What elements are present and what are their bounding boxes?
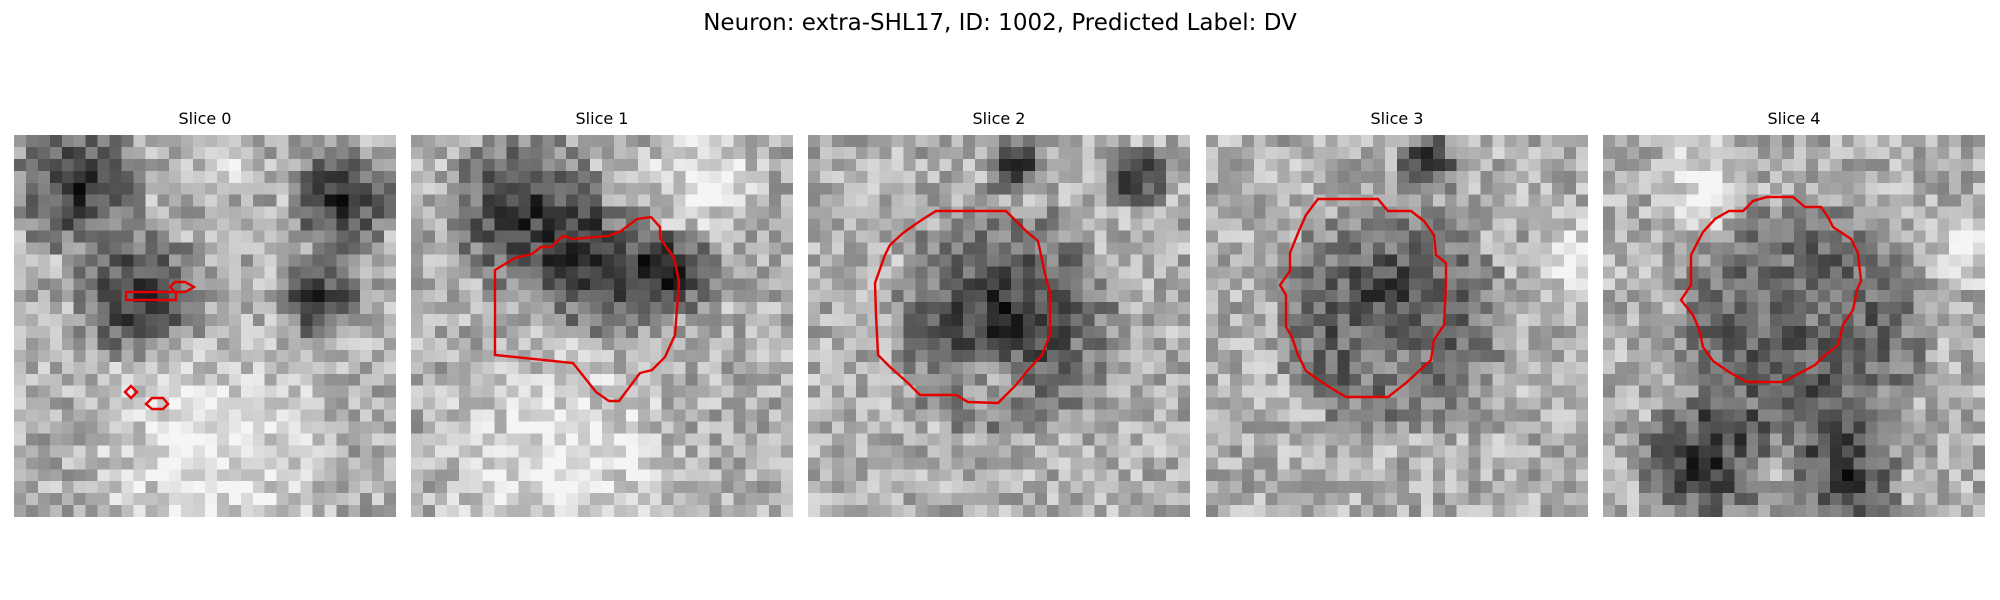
slice-title: Slice 1 [575, 109, 629, 128]
microscopy-image-slice-0 [14, 135, 396, 517]
microscopy-image-slice-2 [808, 135, 1190, 517]
slice-panel-1: Slice 1 [411, 104, 793, 518]
segmentation-contour [1679, 195, 1863, 384]
grayscale-image [14, 135, 396, 517]
slice-title: Slice 0 [178, 109, 232, 128]
slice-panel-2: Slice 2 [808, 104, 1190, 518]
segmentation-contour [493, 215, 681, 403]
microscopy-image-slice-1 [411, 135, 793, 517]
slice-panel-3: Slice 3 [1206, 104, 1588, 518]
segmentation-contour [873, 209, 1052, 405]
segmentation-contour [123, 280, 197, 411]
slice-title: Slice 2 [972, 109, 1026, 128]
microscopy-image-slice-4 [1603, 135, 1985, 517]
segmentation-contour [1278, 197, 1448, 399]
slice-title: Slice 3 [1370, 109, 1424, 128]
slice-panel-4: Slice 4 [1603, 104, 1985, 518]
microscopy-image-slice-3 [1206, 135, 1588, 517]
slice-title: Slice 4 [1767, 109, 1821, 128]
grayscale-image [808, 135, 1190, 517]
figure-title: Neuron: extra-SHL17, ID: 1002, Predicted… [703, 10, 1297, 36]
slice-panel-0: Slice 0 [14, 104, 396, 518]
grayscale-image [411, 135, 793, 517]
grayscale-image [1206, 135, 1588, 517]
